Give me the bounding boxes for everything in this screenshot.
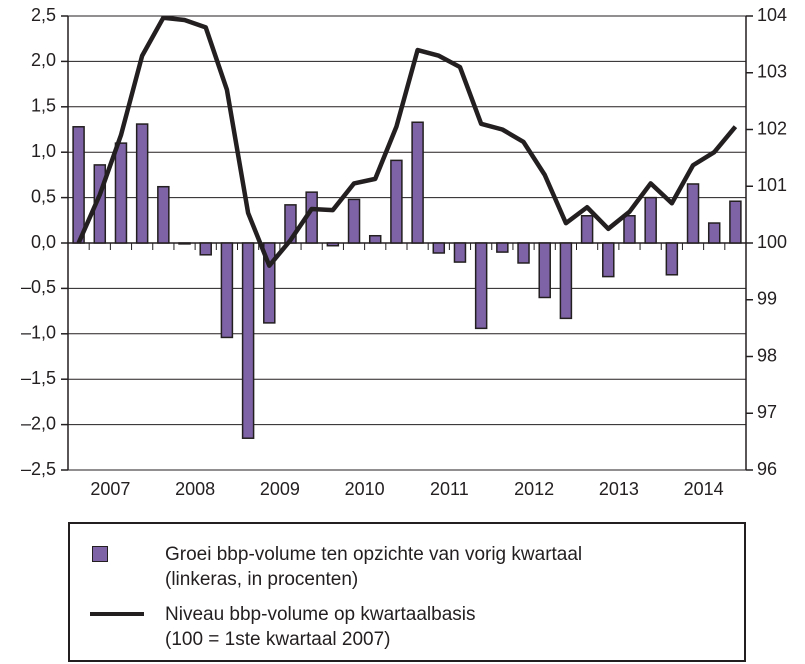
bar: [729, 200, 742, 244]
bar: [220, 242, 234, 339]
y-tick-label: –2,0: [21, 413, 56, 433]
legend-label: Groei bbp-volume ten opzichte van vorig …: [165, 544, 583, 590]
bar: [474, 242, 488, 330]
y2-tick-label: 98: [757, 345, 777, 365]
bar: [517, 242, 530, 264]
x-tick-label: 2010: [345, 479, 385, 499]
bar: [347, 198, 361, 244]
y2-tick-label: 96: [757, 459, 777, 479]
bar: [326, 242, 340, 247]
y-tick-label: 0,5: [31, 186, 56, 206]
x-tick-label: 2013: [599, 479, 639, 499]
bar: [559, 242, 573, 320]
y-tick-label: –0,5: [21, 277, 56, 297]
x-tick-label: 2007: [90, 479, 130, 499]
y-tick-label: –1,5: [21, 368, 56, 388]
bar: [72, 126, 85, 244]
x-tick-label: 2011: [430, 479, 469, 499]
line: [76, 15, 738, 268]
bar: [432, 242, 446, 254]
bar: [602, 242, 615, 278]
x-tick-label: 2012: [514, 479, 554, 499]
y2-tick-label: 104: [757, 5, 787, 25]
chart: 2,5 2,0 1,5 1,0 0,5 0,0 –0,5 –1,0 –1,5 –2,0 –2,5 96…: [21, 5, 787, 499]
bar: [644, 196, 657, 244]
legend-swatch: [90, 612, 144, 616]
bar: [390, 159, 403, 244]
legend-swatch: [92, 546, 108, 562]
bar: [623, 215, 636, 244]
y2-tick-label: 102: [757, 118, 787, 138]
y2-tick-label: 100: [757, 232, 787, 252]
y-tick-label: 1,0: [31, 141, 56, 161]
y2-tick-label: 97: [757, 402, 777, 422]
bar: [135, 123, 149, 244]
x-tick-label: 2008: [175, 479, 215, 499]
bar: [114, 142, 128, 244]
y-tick-label: 1,5: [31, 96, 56, 116]
bar: [453, 242, 467, 263]
x-tick-label: 2014: [684, 479, 724, 499]
x-tick-label: 2009: [260, 479, 300, 499]
y-tick-label: –1,0: [21, 323, 56, 343]
bar: [496, 242, 509, 253]
bar: [178, 242, 191, 245]
y-tick-label: 0,0: [31, 232, 56, 252]
y-tick-label: –2,5: [21, 459, 56, 479]
bar: [241, 242, 255, 439]
bar: [538, 242, 551, 299]
y-tick-label: 2,0: [31, 50, 56, 70]
bar: [157, 185, 170, 244]
y-tick-label: 2,5: [31, 5, 56, 25]
bar: [199, 242, 212, 256]
bar: [368, 234, 382, 244]
bar: [665, 242, 679, 276]
bar: [411, 121, 424, 244]
bar: [263, 242, 276, 324]
y2-tick-label: 101: [757, 175, 787, 195]
legend-label: Niveau bbp-volume op kwartaalbasis (100 …: [165, 604, 476, 650]
y2-tick-label: 103: [757, 62, 787, 82]
legend: Groei bbp-volume ten opzichte van vorig …: [68, 522, 746, 662]
bar: [580, 215, 594, 244]
bar: [686, 183, 700, 244]
bar: [707, 222, 721, 244]
y2-tick-label: 99: [757, 289, 777, 309]
